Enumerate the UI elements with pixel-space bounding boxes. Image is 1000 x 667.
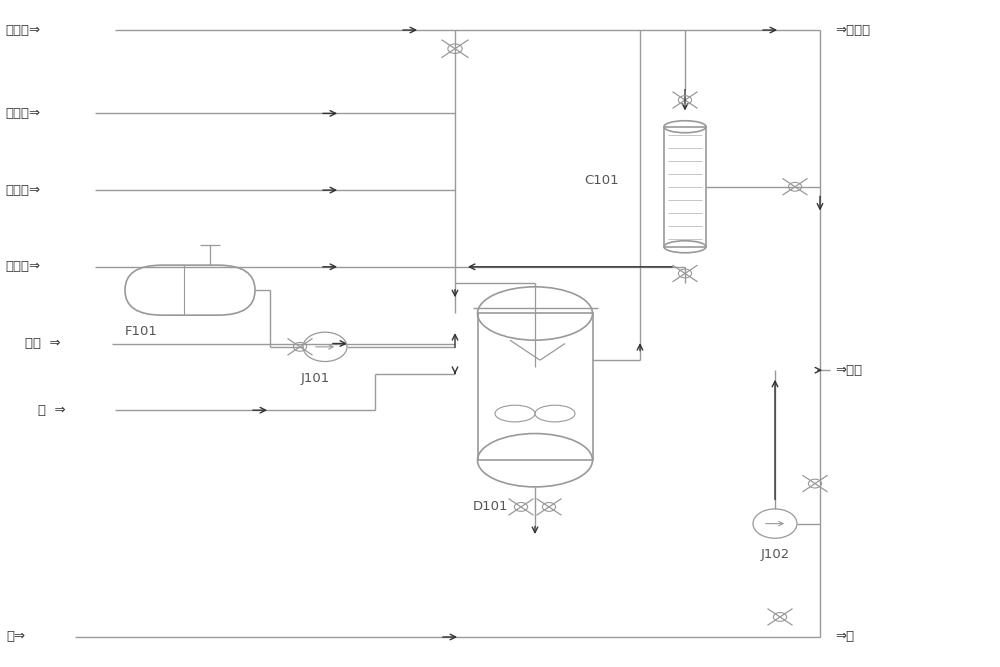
Text: D101: D101 <box>473 500 508 514</box>
Text: 水蒸气⇒: 水蒸气⇒ <box>5 23 40 37</box>
Text: 水⇒: 水⇒ <box>6 630 25 644</box>
Text: ⇒水: ⇒水 <box>835 630 854 644</box>
Text: J101: J101 <box>300 372 330 385</box>
Bar <box>478 313 592 460</box>
Text: F101: F101 <box>125 325 158 338</box>
Bar <box>664 127 706 247</box>
Text: 单体  ⇒: 单体 ⇒ <box>25 337 61 350</box>
Text: C101: C101 <box>584 173 619 187</box>
Text: 催化剂⇒: 催化剂⇒ <box>5 107 40 120</box>
Text: ⇒产品: ⇒产品 <box>835 364 862 377</box>
Text: ⇒水蒸气: ⇒水蒸气 <box>835 23 870 37</box>
Text: 水  ⇒: 水 ⇒ <box>38 404 66 417</box>
Text: 交联剂⇒: 交联剂⇒ <box>5 183 40 197</box>
Text: 改性剂⇒: 改性剂⇒ <box>5 260 40 273</box>
Text: J102: J102 <box>760 548 790 562</box>
